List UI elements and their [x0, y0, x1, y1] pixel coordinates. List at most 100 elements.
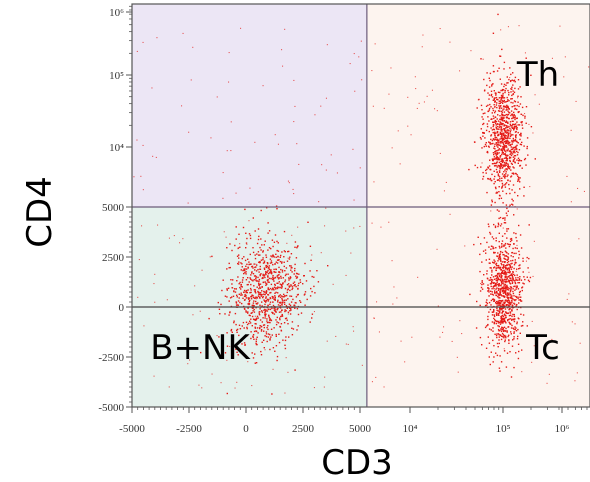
event-point	[262, 317, 264, 319]
event-point	[500, 158, 502, 160]
event-point	[298, 273, 300, 275]
event-point	[492, 262, 495, 264]
event-point	[510, 297, 512, 299]
event-point	[501, 320, 503, 322]
event-point	[415, 88, 417, 90]
event-point	[504, 321, 507, 323]
event-point	[579, 342, 581, 344]
event-point	[287, 180, 289, 182]
event-point	[513, 252, 515, 255]
event-point	[484, 326, 487, 329]
event-point	[487, 116, 489, 118]
event-point	[513, 332, 515, 334]
event-point	[154, 301, 156, 303]
event-point	[249, 278, 252, 280]
event-point	[511, 98, 513, 100]
event-point	[505, 116, 508, 118]
event-point	[521, 127, 524, 129]
event-point	[502, 217, 504, 220]
event-point	[510, 304, 512, 306]
event-point	[251, 294, 253, 296]
event-point	[511, 281, 514, 283]
event-point	[502, 158, 504, 160]
event-point	[499, 100, 501, 102]
event-point	[491, 143, 493, 145]
event-point	[499, 256, 501, 259]
event-point	[259, 325, 261, 327]
event-point	[506, 146, 508, 148]
event-point	[269, 338, 271, 340]
event-point	[501, 312, 503, 314]
event-point	[261, 310, 263, 312]
event-point	[493, 165, 496, 167]
event-point	[518, 279, 520, 281]
event-point	[274, 276, 277, 279]
event-point	[503, 125, 505, 127]
event-point	[210, 137, 212, 139]
event-point	[524, 117, 526, 119]
event-point	[241, 302, 243, 305]
event-point	[281, 304, 283, 306]
event-point	[254, 291, 256, 293]
event-point	[494, 290, 496, 292]
event-point	[512, 114, 514, 117]
event-point	[248, 314, 250, 316]
event-point	[264, 303, 266, 306]
event-point	[260, 249, 262, 251]
event-point	[510, 255, 512, 257]
event-point	[494, 291, 496, 294]
event-point	[501, 130, 503, 132]
event-point	[260, 292, 262, 294]
event-point	[493, 262, 496, 264]
event-point	[226, 345, 229, 347]
event-point	[495, 294, 497, 296]
event-point	[515, 288, 517, 290]
event-point	[497, 13, 499, 16]
event-point	[271, 256, 273, 258]
event-point	[499, 300, 501, 302]
event-point	[499, 155, 502, 157]
event-point	[434, 108, 436, 110]
event-point	[504, 270, 506, 272]
event-point	[507, 297, 509, 299]
event-point	[282, 300, 284, 302]
event-point	[495, 302, 497, 304]
event-point	[519, 234, 522, 236]
event-point	[489, 168, 491, 171]
event-point	[492, 294, 495, 296]
event-point	[168, 386, 170, 388]
event-point	[500, 283, 503, 285]
event-point	[510, 101, 512, 104]
event-point	[260, 330, 263, 332]
event-point	[513, 111, 515, 114]
event-point	[517, 343, 520, 345]
event-point	[500, 197, 503, 199]
event-point	[502, 289, 505, 291]
event-point	[297, 293, 299, 296]
event-point	[285, 267, 288, 269]
event-point	[494, 285, 496, 287]
event-point	[247, 311, 249, 313]
event-point	[501, 261, 504, 263]
event-point	[258, 293, 260, 296]
event-point	[286, 260, 289, 262]
event-point	[277, 143, 279, 145]
event-point	[266, 320, 268, 322]
event-point	[494, 121, 496, 123]
event-point	[283, 322, 286, 324]
event-point	[520, 300, 522, 302]
event-point	[506, 129, 508, 131]
event-point	[494, 251, 496, 254]
event-point	[459, 70, 461, 72]
event-point	[244, 208, 246, 211]
event-point	[492, 138, 495, 140]
event-point	[483, 237, 486, 239]
event-point	[286, 242, 288, 244]
event-point	[495, 247, 497, 249]
event-point	[277, 276, 279, 279]
event-point	[519, 134, 521, 136]
event-point	[502, 319, 504, 321]
event-point	[513, 127, 515, 130]
event-point	[229, 297, 232, 299]
event-point	[495, 120, 498, 123]
